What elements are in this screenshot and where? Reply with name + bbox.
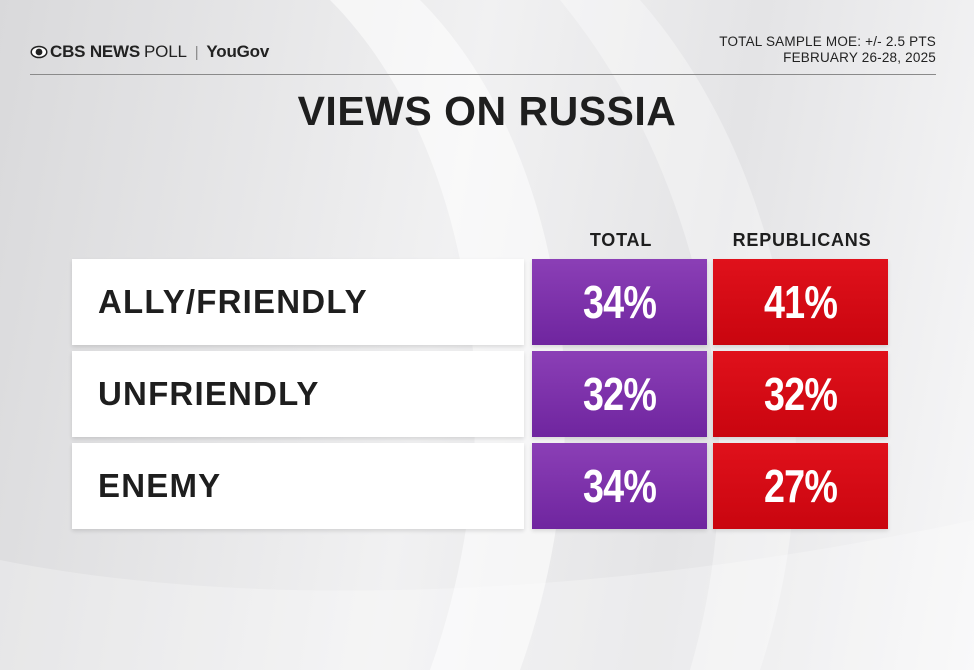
header: CBS NEWS POLL | YouGov TOTAL SAMPLE MOE:… [30,28,936,75]
value-republicans-enemy: 27% [763,460,838,512]
cell-republicans-unfriendly: 32% [713,351,888,437]
value-republicans-unfriendly: 32% [763,368,838,420]
row-label-enemy: ENEMY [72,443,524,529]
brand-poll: POLL [144,42,187,61]
value-total-ally-friendly: 34% [582,276,657,328]
brand-yougov: YouGov [206,42,270,61]
chart-title: VIEWS ON RUSSIA [297,88,677,134]
cell-republicans-enemy: 27% [713,443,888,529]
brand-cbs: CBS NEWS [50,42,141,61]
value-republicans-ally-friendly: 41% [763,276,838,328]
value-total-unfriendly: 32% [582,368,657,420]
value-total-enemy: 34% [582,460,657,512]
cell-total-enemy: 34% [532,443,707,529]
column-header-republicans: REPUBLICANS [732,230,872,250]
cell-total-ally-friendly: 34% [532,259,707,345]
row-label-ally-friendly: ALLY/FRIENDLY [72,259,524,345]
cbs-eye-icon [30,45,48,59]
margin-of-error: TOTAL SAMPLE MOE: +/- 2.5 PTS [719,34,936,49]
cell-republicans-ally-friendly: 41% [713,259,888,345]
brand-separator: | [194,43,199,61]
poll-meta: TOTAL SAMPLE MOE: +/- 2.5 PTS FEBRUARY 2… [719,34,936,66]
column-header-total: TOTAL [589,230,653,250]
brand-logo: CBS NEWS POLL | YouGov [30,42,269,62]
row-label-unfriendly: UNFRIENDLY [72,351,524,437]
cell-total-unfriendly: 32% [532,351,707,437]
poll-dates: FEBRUARY 26-28, 2025 [783,50,936,65]
